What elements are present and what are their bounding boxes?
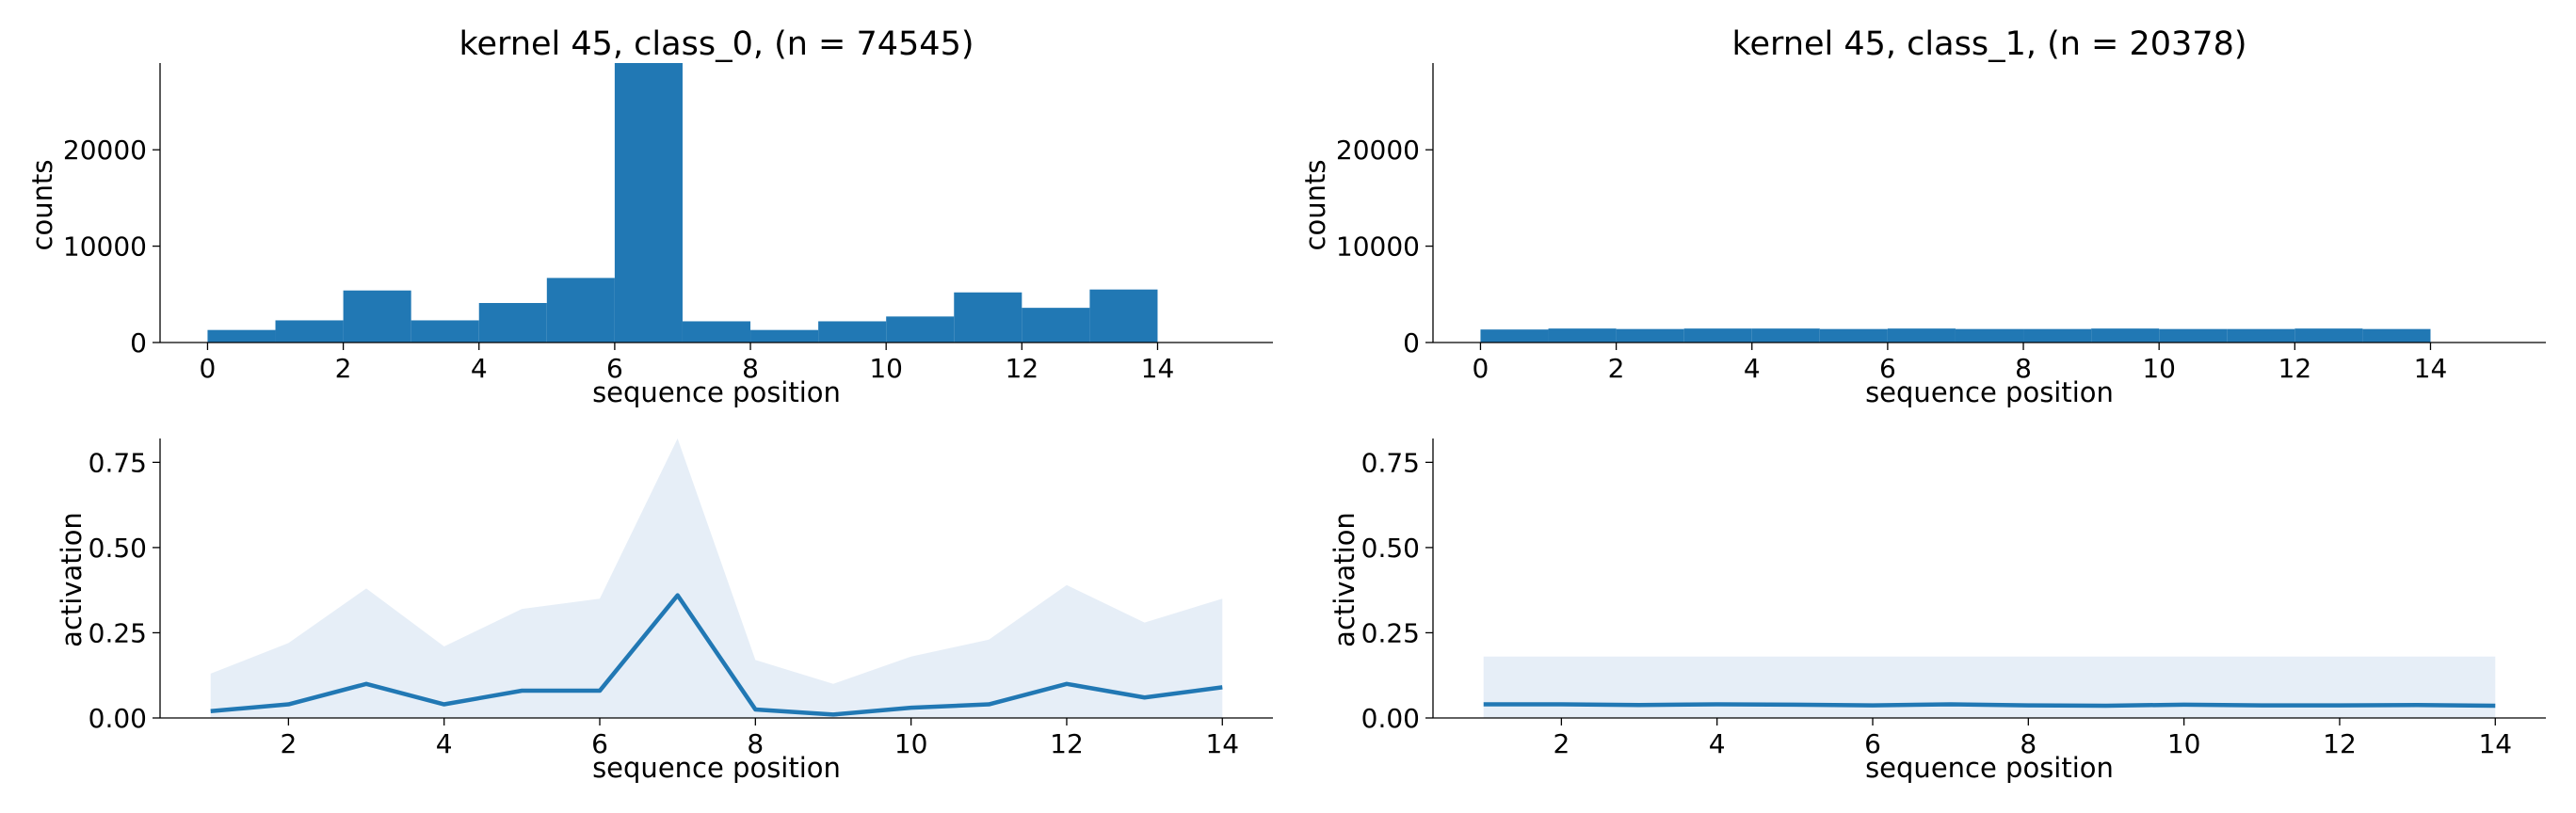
x-tick-label: 14 [1205,728,1239,759]
histogram-bar [2362,328,2431,343]
histogram-bar [546,278,615,343]
x-tick-label: 8 [747,728,764,759]
x-tick-label: 2 [335,353,352,384]
y-tick-label: 20000 [63,135,147,166]
histogram-bar [1955,328,2024,343]
x-tick-label: 14 [1141,353,1175,384]
x-tick-label: 2 [1608,353,1625,384]
histogram-bar [1683,328,1752,343]
y-tick-label: 0 [130,327,147,359]
activation-class-1-panel: sequence position activation 2 4 6 8 10 12 14 0… [1328,438,2546,784]
histogram-bar [2091,328,2160,343]
y-tick-label: 0.50 [89,533,147,564]
activation-class-0-panel: sequence position activation 2 4 6 8 10 12 14 0… [56,438,1273,784]
y-tick-label: 0.50 [1361,533,1420,564]
y-tick-label: 0.75 [89,447,147,478]
x-tick-label: 14 [2414,353,2448,384]
x-tick-label: 6 [1864,728,1881,759]
x-tick-label: 14 [2478,728,2512,759]
histogram-bar [275,320,344,343]
histogram-bar [1887,328,1956,343]
x-tick-label: 2 [280,728,297,759]
x-tick-label: 4 [436,728,453,759]
histogram-bar [1089,289,1158,343]
histogram-bar [411,320,479,343]
y-tick-label: 10000 [63,231,147,263]
x-tick-label: 2 [1553,728,1570,759]
histogram-bar [1548,328,1617,343]
y-tick-label: 0.25 [1361,617,1420,648]
x-tick-label: 0 [200,353,217,384]
y-axis-label: counts [1299,160,1331,251]
x-tick-label: 10 [2142,353,2176,384]
histogram-bar [2294,328,2363,343]
histogram-class-0-panel: kernel 45, class_0, (n = 74545) sequence… [26,25,1273,408]
histogram-bar [886,316,955,343]
histogram-bar [343,290,411,343]
x-tick-label: 8 [2020,728,2037,759]
x-tick-label: 8 [2015,353,2032,384]
chart-title: kernel 45, class_1, (n = 20378) [1732,25,2247,63]
x-axis-label: sequence position [592,752,841,784]
y-tick-label: 0 [1403,327,1420,359]
x-tick-label: 10 [2167,728,2201,759]
y-tick-label: 0.00 [89,703,147,734]
x-tick-label: 10 [894,728,928,759]
activation-band [210,438,1223,718]
histogram-bar [1751,328,1820,343]
histogram-bar [2159,328,2228,343]
x-tick-label: 6 [606,353,623,384]
x-tick-label: 12 [1006,353,1039,384]
activation-band [1483,656,2496,718]
mean-activation-line [210,593,1223,717]
x-tick-label: 0 [1473,353,1489,384]
x-tick-label: 12 [1050,728,1084,759]
x-tick-label: 6 [1879,353,1896,384]
histogram-bar [2023,328,2092,343]
histogram-bar [207,329,276,343]
histogram-bar [478,303,547,343]
y-tick-label: 0.00 [1361,703,1420,734]
histogram-bar [614,63,683,343]
histogram-bar [750,329,819,343]
x-tick-label: 8 [742,353,759,384]
x-tick-label: 4 [471,353,488,384]
x-axis-label: sequence position [592,376,841,408]
chart-title: kernel 45, class_0, (n = 74545) [459,25,974,63]
histogram-bar [954,292,1022,343]
histogram-class-1-panel: kernel 45, class_1, (n = 20378) sequence… [1299,25,2546,408]
y-axis-label: activation [56,512,88,647]
x-axis-label: sequence position [1865,752,2114,784]
x-tick-label: 4 [1709,728,1726,759]
y-axis-label: activation [1328,512,1360,647]
histogram-bar [1819,328,1888,343]
y-tick-label: 10000 [1336,231,1420,263]
x-tick-label: 12 [2278,353,2312,384]
x-tick-label: 4 [1744,353,1761,384]
y-tick-label: 0.75 [1361,447,1420,478]
mean-activation-line [1483,702,2496,709]
histogram-bar [2227,328,2295,343]
y-tick-label: 20000 [1336,135,1420,166]
histogram-bar [1616,328,1684,343]
y-axis-label: counts [26,160,58,251]
x-tick-label: 10 [869,353,903,384]
histogram-bar [1480,329,1549,343]
histogram-bar [818,321,887,343]
y-tick-label: 0.25 [89,617,147,648]
x-tick-label: 12 [2323,728,2357,759]
histogram-bar [682,321,751,343]
x-tick-label: 6 [591,728,608,759]
x-axis-label: sequence position [1865,376,2114,408]
histogram-bar [1022,308,1090,343]
